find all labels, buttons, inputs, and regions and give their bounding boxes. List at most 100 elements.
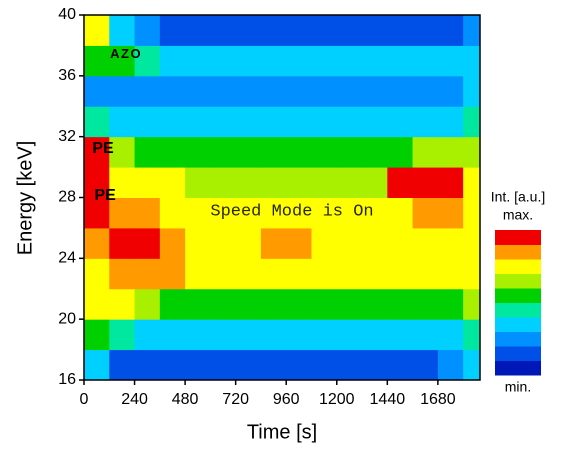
heatmap-cell [387, 167, 414, 198]
heatmap-cell [185, 106, 211, 138]
heatmap-cell [185, 288, 211, 320]
heatmap-cell [336, 15, 363, 46]
heatmap-cell [362, 349, 388, 380]
heatmap-cell [412, 136, 439, 168]
heatmap-cell [362, 45, 388, 77]
heatmap-cell [159, 167, 186, 198]
y-axis-label: Energy [keV] [14, 141, 36, 256]
heatmap-cell [286, 288, 312, 320]
heatmap-cell [311, 75, 338, 107]
x-tick-label: 1440 [370, 391, 406, 408]
heatmap-cell [185, 227, 211, 259]
heatmap-cell [84, 197, 110, 229]
heatmap-cell [210, 349, 237, 380]
heatmap-cell [412, 349, 439, 380]
heatmap-cell [235, 227, 262, 259]
heatmap-cell [84, 136, 110, 168]
heatmap-cell [387, 197, 414, 229]
heatmap-cell [260, 15, 287, 46]
heatmap-cell [311, 167, 338, 198]
heatmap-cell [185, 319, 211, 351]
heatmap-cell [362, 136, 388, 168]
heatmap-cell [109, 258, 136, 290]
heatmap-cell [362, 106, 388, 138]
heatmap-cell [109, 106, 136, 138]
colorbar-swatch [495, 244, 541, 260]
heatmap-cell [463, 167, 480, 198]
x-tick-label: 960 [273, 391, 300, 408]
heatmap-cell [185, 258, 211, 290]
heatmap-cell [286, 319, 312, 351]
heatmap-cell [387, 349, 414, 380]
heatmap-cell [210, 319, 237, 351]
heatmap-cell [387, 227, 414, 259]
heatmap-cell [437, 167, 464, 198]
heatmap-cell [260, 106, 287, 138]
heatmap-cell [437, 15, 464, 46]
heatmap-cell [159, 106, 186, 138]
heatmap-cell [463, 75, 480, 107]
heatmap-cell [286, 197, 312, 229]
heatmap-cell [463, 106, 480, 138]
heatmap-cell [109, 15, 136, 46]
heatmap-cell [463, 15, 480, 46]
heatmap-cell [134, 45, 161, 77]
heatmap-cell [210, 45, 237, 77]
heatmap-cell [412, 106, 439, 138]
heatmap-cell [286, 106, 312, 138]
heatmap-cell [134, 167, 161, 198]
heatmap-cell [412, 227, 439, 259]
heatmap-cell [235, 197, 262, 229]
heatmap-cell [260, 167, 287, 198]
heatmap-cell [185, 15, 211, 46]
heatmap-cell [336, 319, 363, 351]
heatmap-cell [412, 167, 439, 198]
y-tick-label: 36 [58, 67, 76, 84]
y-tick-label: 32 [58, 128, 76, 145]
heatmap-cell [185, 167, 211, 198]
heatmap-cell [134, 15, 161, 46]
heatmap-cell [362, 319, 388, 351]
heatmap-cell [260, 136, 287, 168]
heatmap-cell [437, 136, 464, 168]
heatmap-cell [185, 349, 211, 380]
heatmap-cell [210, 15, 237, 46]
x-tick-label: 1680 [420, 391, 456, 408]
heatmap-cell [159, 319, 186, 351]
heatmap-cell [134, 319, 161, 351]
heatmap-cell [210, 136, 237, 168]
heatmap-cell [463, 45, 480, 77]
heatmap-cell [260, 45, 287, 77]
heatmap-cell [134, 106, 161, 138]
heatmap-cell [109, 319, 136, 351]
heatmap-cell [336, 197, 363, 229]
colorbar-max-label: max. [503, 207, 533, 223]
heatmap-cell [362, 15, 388, 46]
heatmap-cell [311, 106, 338, 138]
colorbar-swatch [495, 302, 541, 318]
heatmap-cell [362, 258, 388, 290]
heatmap-cell [463, 197, 480, 229]
heatmap-cell [412, 197, 439, 229]
x-tick-label: 1200 [319, 391, 355, 408]
heatmap-cell [463, 227, 480, 259]
heatmap-cell [336, 258, 363, 290]
heatmap-cell [159, 136, 186, 168]
heatmap-cell [336, 167, 363, 198]
x-tick-label: 0 [80, 391, 89, 408]
colorbar-min-label: min. [505, 379, 531, 395]
heatmap-cell [84, 319, 110, 351]
heatmap-cell [286, 136, 312, 168]
heatmap-cell [235, 349, 262, 380]
annotation: AZO [110, 46, 142, 61]
heatmap-cell [412, 288, 439, 320]
heatmap-cell [336, 106, 363, 138]
y-tick-label: 24 [58, 250, 76, 267]
heatmap-cell [235, 45, 262, 77]
heatmap [84, 15, 480, 380]
heatmap-cell [134, 258, 161, 290]
heatmap-cell [84, 106, 110, 138]
heatmap-cell [463, 349, 480, 380]
heatmap-cell [437, 349, 464, 380]
heatmap-cell [84, 167, 110, 198]
